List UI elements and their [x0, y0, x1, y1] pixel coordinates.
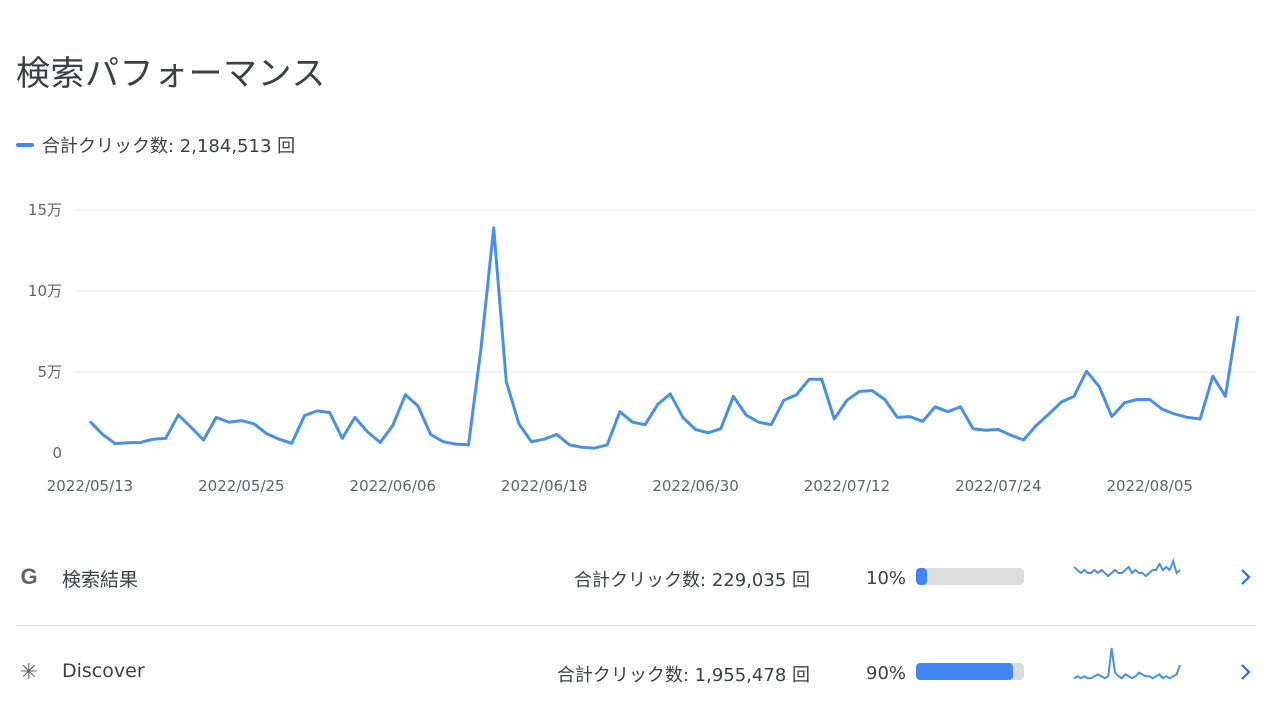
y-tick-label: 0 — [52, 444, 62, 462]
x-tick-label: 2022/07/12 — [804, 477, 890, 495]
chevron-right-icon[interactable] — [1234, 565, 1258, 589]
sparkline-path — [1073, 647, 1181, 680]
percent-bar-fill — [916, 663, 1014, 680]
legend-label: 合計クリック数: 2,184,513 回 — [42, 136, 296, 157]
row-percent: 10% — [866, 568, 907, 589]
percent-bar-track — [916, 568, 1024, 585]
y-tick-label: 15万 — [28, 201, 62, 219]
row-divider — [16, 625, 1256, 626]
google-g-icon: G — [20, 564, 38, 589]
sparkline — [1073, 557, 1181, 578]
y-tick-label: 5万 — [37, 363, 62, 381]
row-search-results[interactable]: G 検索結果 合計クリック数: 229,035 回 10% — [0, 537, 1280, 617]
row-clicks-total: 合計クリック数: 229,035 回 — [574, 570, 810, 591]
row-label: Discover — [62, 660, 145, 682]
legend-swatch — [16, 143, 34, 147]
x-tick-label: 2022/06/18 — [501, 477, 587, 495]
chevron-right-icon[interactable] — [1234, 660, 1258, 684]
row-clicks-total: 合計クリック数: 1,955,478 回 — [556, 665, 810, 686]
row-label: 検索結果 — [62, 569, 139, 591]
sparkline — [1073, 647, 1181, 680]
sparkline-path — [1073, 557, 1181, 578]
series-line-total-clicks — [88, 226, 1240, 450]
row-discover[interactable]: ✳ Discover 合計クリック数: 1,955,478 回 90% — [0, 632, 1280, 712]
percent-bar-fill — [916, 568, 927, 585]
x-tick-label: 2022/07/24 — [955, 477, 1041, 495]
x-tick-label: 2022/06/06 — [350, 477, 436, 495]
x-tick-label: 2022/06/30 — [652, 477, 738, 495]
x-tick-label: 2022/05/13 — [47, 477, 133, 495]
chart-legend[interactable]: 合計クリック数: 2,184,513 回 — [16, 132, 295, 158]
row-percent: 90% — [866, 663, 907, 684]
x-tick-label: 2022/05/25 — [198, 477, 284, 495]
percent-bar-track — [916, 663, 1024, 680]
asterisk-icon: ✳ — [19, 659, 39, 684]
x-tick-label: 2022/08/05 — [1106, 477, 1192, 495]
page-title: 検索パフォーマンス — [16, 54, 326, 94]
clicks-line-chart: 0 5万 10万 15万 2022/05/13 2022/05/25 2022/06/06 2… — [28, 201, 1256, 495]
y-tick-label: 10万 — [28, 282, 62, 300]
